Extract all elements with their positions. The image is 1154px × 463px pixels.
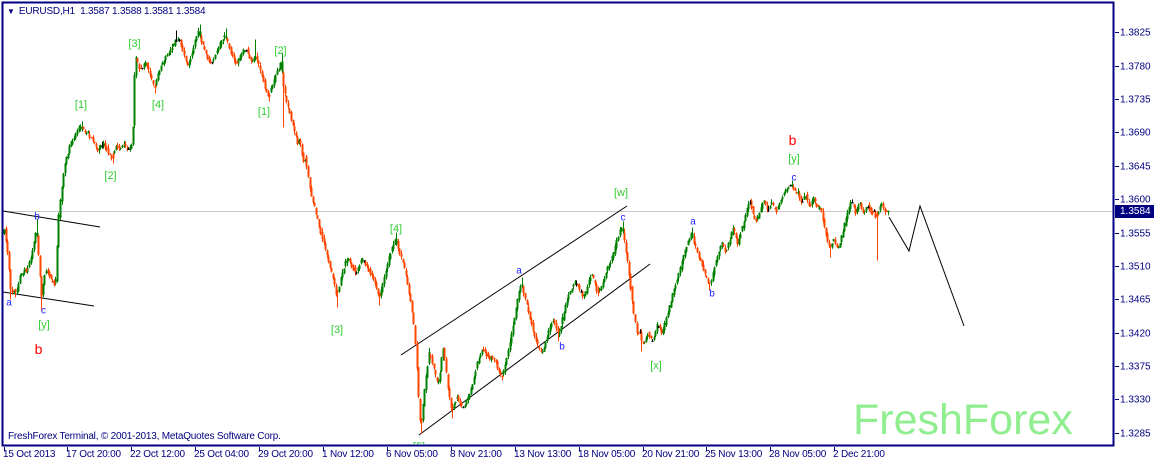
ohlc-quotes-label: 1.3587 1.3588 1.3581 1.3584: [80, 6, 206, 17]
bear-candles: [5, 33, 888, 434]
price-axis-label: 1.3645: [1120, 161, 1151, 172]
current-price-tag: 1.3584: [1115, 204, 1154, 218]
price-axis-label: 1.3330: [1120, 394, 1151, 405]
wave-label-blue[interactable]: a: [516, 265, 522, 277]
wave-label-green[interactable]: [2]: [274, 44, 287, 57]
copyright-label: FreshForex Terminal, © 2001-2013, MetaQu…: [8, 431, 281, 442]
time-axis-label: 28 Nov 05:00: [769, 449, 827, 460]
bull-candles: [3, 24, 890, 423]
trend-line[interactable]: [400, 205, 628, 356]
time-axis-label: 25 Nov 13:00: [705, 449, 763, 460]
price-axis-ticks: [1115, 32, 1119, 434]
wave-label-green[interactable]: [1]: [257, 105, 271, 118]
price-axis-label: 1.3600: [1120, 194, 1151, 205]
time-axis-label: 25 Oct 04:00: [194, 449, 249, 460]
time-axis-label: 17 Oct 20:00: [66, 449, 121, 460]
time-axis-label: 6 Nov 05:00: [386, 449, 438, 460]
wave-label-green[interactable]: [4]: [151, 99, 165, 111]
time-axis-label: 13 Nov 13:00: [514, 449, 572, 460]
trend-line[interactable]: [2, 210, 101, 228]
wave-label-blue[interactable]: c: [620, 212, 626, 224]
wave-label-green[interactable]: [3]: [330, 324, 344, 336]
forecast-zigzag-line: [888, 204, 965, 327]
time-axis-label: 18 Nov 05:00: [578, 449, 636, 460]
trend-line[interactable]: [2, 291, 95, 307]
price-axis-label: 1.3420: [1120, 328, 1151, 339]
broker-watermark: FreshForex: [853, 396, 1073, 444]
candle-bodies: [3, 30, 890, 421]
wave-label-green[interactable]: [y]: [788, 153, 800, 165]
wave-label-green[interactable]: [1]: [74, 99, 88, 111]
wave-label-green[interactable]: [5]: [412, 441, 426, 453]
time-axis-label: 8 Nov 21:00: [450, 449, 502, 460]
time-axis-label: 15 Oct 2013: [3, 449, 56, 460]
wave-label-green[interactable]: [x]: [650, 359, 662, 372]
price-axis-label: 1.3510: [1120, 261, 1151, 272]
symbol-period-label: EURUSD,H1: [18, 6, 75, 17]
trend-line[interactable]: [418, 263, 651, 436]
price-axis-label: 1.3375: [1120, 361, 1151, 372]
wave-label-blue[interactable]: a: [6, 297, 12, 308]
wave-label-red[interactable]: b: [788, 131, 797, 148]
wave-label-green[interactable]: [2]: [104, 170, 117, 182]
candle-bodies: [5, 36, 888, 423]
wave-label-green[interactable]: [y]: [38, 319, 50, 331]
price-axis-label: 1.3735: [1120, 94, 1151, 105]
wave-label-green[interactable]: [w]: [613, 186, 629, 199]
time-axis-ticks: [4, 447, 835, 451]
candle-bodies: [101, 39, 876, 409]
symbol-dropdown-icon[interactable]: ▼: [7, 7, 15, 16]
doji-candles: [101, 30, 876, 409]
price-axis-label: 1.3690: [1120, 127, 1151, 138]
wave-label-blue[interactable]: c: [791, 172, 797, 183]
price-axis-label: 1.3465: [1120, 294, 1151, 305]
time-axis-label: 20 Nov 21:00: [642, 449, 700, 460]
wave-label-blue[interactable]: b: [34, 211, 40, 223]
time-axis-label: 22 Oct 12:00: [130, 449, 185, 460]
time-axis-label: 2 Dec 21:00: [833, 449, 885, 460]
wave-label-green[interactable]: [3]: [128, 38, 141, 50]
wave-label-red[interactable]: b: [34, 340, 43, 357]
price-axis-label: 1.3285: [1120, 428, 1151, 439]
price-axis-label: 1.3555: [1120, 228, 1151, 239]
wave-label-blue[interactable]: b: [709, 288, 715, 299]
chart-border: [1, 1, 1115, 447]
time-axis-label: 29 Oct 20:00: [258, 449, 313, 460]
wave-label-green[interactable]: [4]: [389, 223, 403, 235]
price-axis-label: 1.3780: [1120, 61, 1151, 72]
trend-lines: [2, 205, 651, 436]
wave-label-blue[interactable]: a: [690, 216, 696, 228]
chart-title: ▼ EURUSD,H1 1.3587 1.3588 1.3581 1.3584: [7, 6, 206, 17]
wave-label-blue[interactable]: b: [559, 341, 565, 352]
wave-label-blue[interactable]: c: [41, 305, 46, 316]
price-axis-label: 1.3825: [1120, 27, 1151, 38]
time-axis-label: 1 Nov 12:00: [322, 449, 374, 460]
